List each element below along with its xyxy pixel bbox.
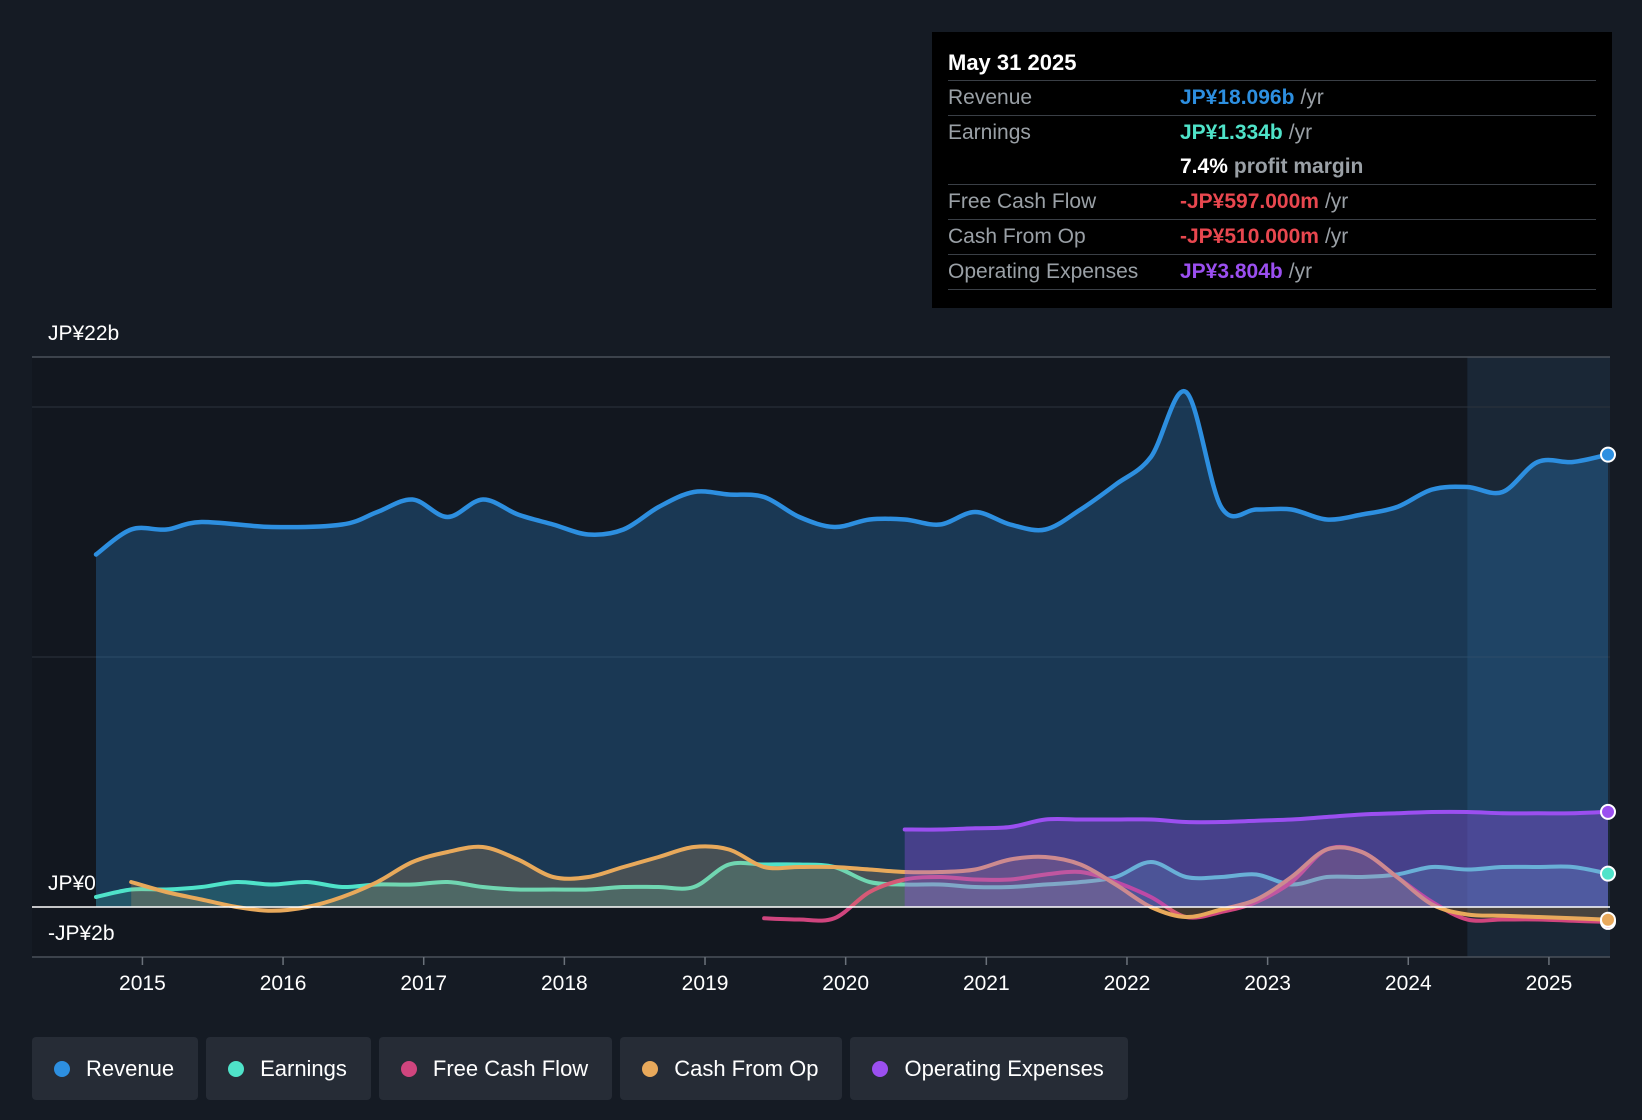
legend-item-earnings[interactable]: Earnings [206, 1037, 371, 1100]
tooltip-value: 7.4% [1180, 155, 1228, 178]
operating-expenses-line [902, 809, 1610, 832]
cash-from-op-line [129, 844, 1610, 922]
tooltip-unit: /yr [1324, 190, 1349, 213]
x-tick-label: 2023 [1244, 972, 1291, 995]
tooltip-row-profit-margin: 7.4% profit margin [948, 150, 1596, 185]
legend-label: Operating Expenses [904, 1055, 1104, 1081]
tooltip-row-operating-expenses: Operating Expenses JP¥3.804b /yr [948, 255, 1596, 290]
x-tick-label: 2018 [541, 972, 588, 995]
tooltip-unit: /yr [1288, 260, 1313, 283]
tooltip-value: -JP¥510.000m [1180, 225, 1319, 248]
tooltip-panel: May 31 2025 Revenue JP¥18.096b /yr Earni… [932, 32, 1612, 308]
x-tick-label: 2017 [400, 972, 447, 995]
x-tick-label: 2021 [963, 972, 1010, 995]
legend-label: Revenue [86, 1055, 175, 1081]
legend-label: Cash From Op [674, 1055, 819, 1081]
legend-dot-icon [54, 1060, 70, 1077]
x-axis-ticks: 2015 2016 2017 2018 2019 2020 2021 2022 2023 2024… [119, 957, 1572, 995]
tooltip-value: JP¥18.096b [1180, 86, 1295, 109]
tooltip-label: Free Cash Flow [948, 190, 1097, 213]
tooltip-value: JP¥1.334b [1180, 121, 1283, 144]
tooltip-row-revenue: Revenue JP¥18.096b /yr [948, 81, 1596, 116]
operating-expenses-area [904, 811, 1608, 907]
tooltip-date: May 31 2025 [948, 46, 1596, 81]
x-tick-label: 2016 [260, 972, 307, 995]
legend-item-free-cash-flow[interactable]: Free Cash Flow [378, 1037, 613, 1100]
legend-dot-icon [400, 1060, 417, 1077]
x-tick-label: 2019 [682, 972, 729, 995]
earnings-line [94, 859, 1610, 899]
tooltip-value: JP¥3.804b [1180, 260, 1283, 283]
x-tick-label: 2020 [822, 972, 869, 995]
tooltip-row-free-cash-flow: Free Cash Flow -JP¥597.000m /yr [948, 185, 1596, 220]
cash-from-op-end-point[interactable] [1600, 911, 1616, 928]
tooltip-label: Cash From Op [948, 225, 1086, 248]
tooltip-row-cash-from-op: Cash From Op -JP¥510.000m /yr [948, 220, 1596, 255]
y-axis-top-label: JP¥22b [48, 322, 119, 345]
tooltip-unit: /yr [1288, 121, 1313, 144]
tooltip-unit: /yr [1324, 225, 1349, 248]
x-tick-label: 2022 [1104, 972, 1151, 995]
tooltip-label: Operating Expenses [948, 260, 1139, 283]
tooltip-label [948, 150, 1180, 184]
tooltip-label: Revenue [948, 86, 1033, 109]
cash-from-op-area [131, 846, 1609, 920]
legend-dot-icon [872, 1060, 889, 1077]
tooltip-unit: profit margin [1233, 155, 1364, 178]
end-dots [1600, 446, 1616, 930]
legend-label: Free Cash Flow [432, 1055, 589, 1081]
legend-item-operating-expenses[interactable]: Operating Expenses [850, 1037, 1128, 1100]
legend-dot-icon [228, 1060, 245, 1077]
legend-item-cash-from-op[interactable]: Cash From Op [620, 1037, 843, 1100]
earnings-end-point[interactable] [1600, 865, 1616, 882]
revenue-line [93, 389, 1611, 557]
tooltip-unit: /yr [1300, 86, 1324, 109]
earnings-area [96, 862, 1608, 907]
y-axis-zero-label: JP¥0 [48, 872, 96, 895]
legend-dot-icon [642, 1060, 659, 1077]
x-tick-label: 2015 [119, 972, 166, 995]
legend-label: Earnings [260, 1055, 347, 1081]
tooltip-value: -JP¥597.000m [1180, 190, 1319, 213]
revenue-end-point[interactable] [1600, 446, 1616, 463]
tooltip-label: Earnings [948, 121, 1031, 144]
x-tick-label: 2024 [1385, 972, 1432, 995]
y-axis-bottom-label: -JP¥2b [48, 922, 115, 945]
x-tick-label: 2025 [1526, 972, 1573, 995]
legend: Revenue Earnings Free Cash Flow Cash Fro… [32, 1037, 1128, 1100]
operating-expenses-end-point[interactable] [1600, 803, 1616, 820]
tooltip-row-earnings: Earnings JP¥1.334b /yr [948, 116, 1596, 150]
legend-item-revenue[interactable]: Revenue [32, 1037, 199, 1100]
series-layer [93, 389, 1611, 924]
revenue-area [96, 391, 1608, 907]
